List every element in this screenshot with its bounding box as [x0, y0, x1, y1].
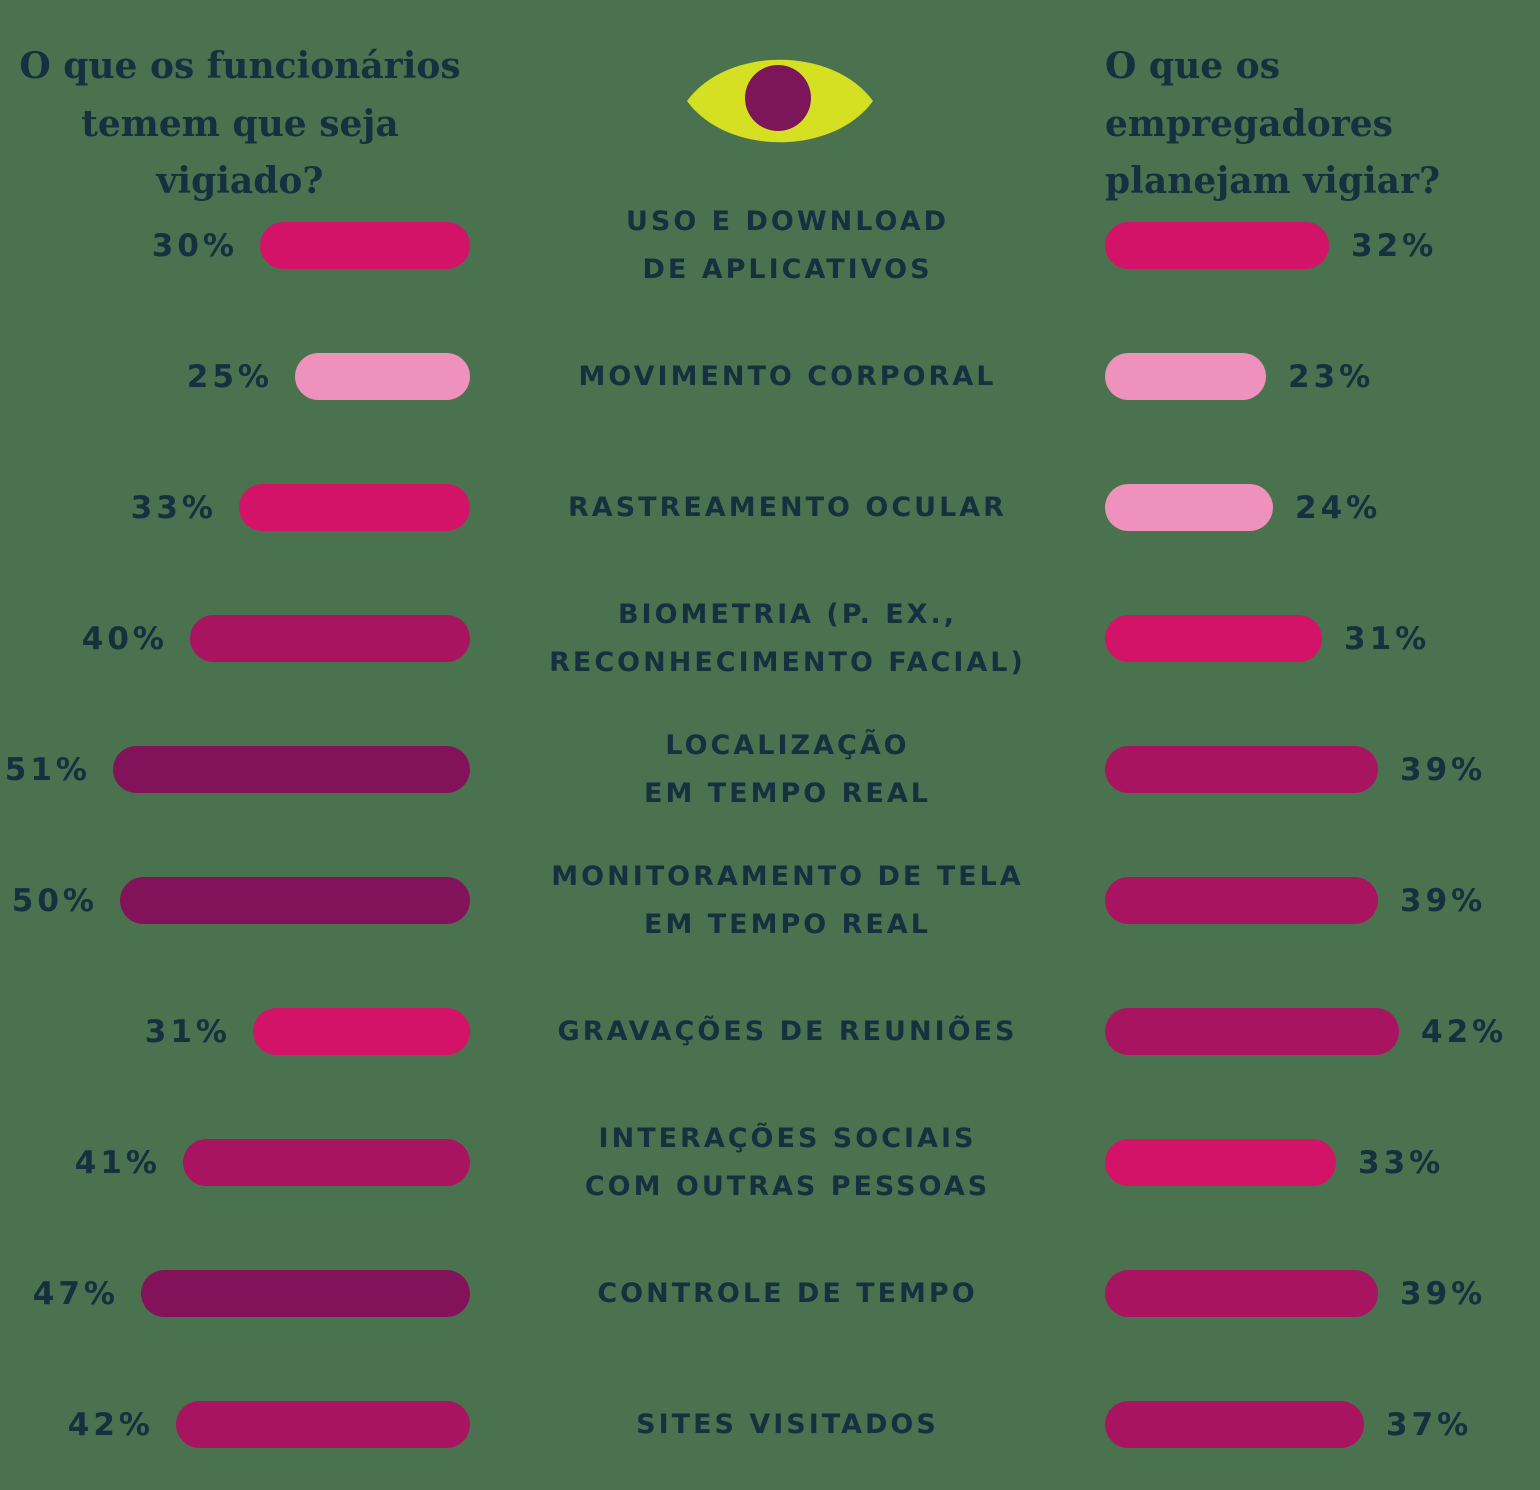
employees-value-label: 40%	[81, 620, 168, 657]
header: O que os funcionários temem que seja vig…	[0, 0, 1540, 202]
employers-bar-group: 32%	[1105, 222, 1540, 269]
employers-value-label: 42%	[1421, 1013, 1508, 1050]
employees-bar-group: 25%	[0, 353, 470, 400]
employers-bar-group: 39%	[1105, 1270, 1540, 1317]
chart-row: 33% RASTREAMENTO OCULAR 24%	[0, 442, 1540, 573]
employers-bar	[1105, 222, 1329, 269]
employers-bar	[1105, 353, 1266, 400]
employers-bar	[1105, 1270, 1378, 1317]
employers-bar	[1105, 1139, 1336, 1186]
employers-bar-group: 33%	[1105, 1139, 1540, 1186]
employees-bar-group: 51%	[0, 746, 470, 793]
eye-pupil	[745, 65, 811, 131]
chart-row: 50% MONITORAMENTO DE TELA EM TEMPO REAL …	[0, 835, 1540, 966]
category-label: USO E DOWNLOAD DE APLICATIVOS	[625, 206, 950, 285]
chart-row: 41% INTERAÇÕES SOCIAIS COM OUTRAS PESSOA…	[0, 1097, 1540, 1228]
employers-bar-group: 39%	[1105, 746, 1540, 793]
employees-bar	[253, 1008, 470, 1055]
employers-bar	[1105, 615, 1322, 662]
chart-row: 51% LOCALIZAÇÃO EM TEMPO REAL 39%	[0, 704, 1540, 835]
employees-bar	[113, 746, 470, 793]
employers-bar-group: 23%	[1105, 353, 1540, 400]
employees-value-label: 41%	[74, 1144, 161, 1181]
employees-bar-group: 50%	[0, 877, 470, 924]
chart-rows: 30% USO E DOWNLOAD DE APLICATIVOS 32% 25…	[0, 180, 1540, 1490]
employers-value-label: 39%	[1400, 1275, 1487, 1312]
employees-bar	[190, 615, 470, 662]
employers-value-label: 23%	[1288, 358, 1375, 395]
employers-value-label: 39%	[1400, 882, 1487, 919]
category-label: SITES VISITADOS	[636, 1408, 939, 1440]
category-label: RASTREAMENTO OCULAR	[568, 491, 1007, 523]
employees-value-label: 42%	[67, 1406, 154, 1443]
employers-bar	[1105, 746, 1378, 793]
right-column-title: O que os empregadores planejam vigiar?	[1105, 45, 1441, 203]
employers-bar-group: 39%	[1105, 877, 1540, 924]
employees-bar	[260, 222, 470, 269]
category-label: MOVIMENTO CORPORAL	[578, 360, 997, 392]
employers-bar-group: 42%	[1105, 1008, 1540, 1055]
employees-value-label: 50%	[11, 882, 98, 919]
eye-icon	[480, 38, 1080, 164]
category-label: BIOMETRIA (P. EX., RECONHECIMENTO FACIAL…	[549, 599, 1026, 678]
chart-row: 47% CONTROLE DE TEMPO 39%	[0, 1228, 1540, 1359]
employees-bar-group: 31%	[0, 1008, 470, 1055]
employees-value-label: 33%	[130, 489, 217, 526]
employers-value-label: 33%	[1358, 1144, 1445, 1181]
employees-bar-group: 30%	[0, 222, 470, 269]
employers-bar	[1105, 484, 1273, 531]
employees-value-label: 47%	[32, 1275, 119, 1312]
employees-bar	[239, 484, 470, 531]
employers-bar	[1105, 877, 1378, 924]
chart-row: 42% SITES VISITADOS 37%	[0, 1359, 1540, 1490]
chart-row: 30% USO E DOWNLOAD DE APLICATIVOS 32%	[0, 180, 1540, 311]
employees-bar	[295, 353, 470, 400]
employees-bar-group: 42%	[0, 1401, 470, 1448]
employees-bar	[141, 1270, 470, 1317]
employers-value-label: 32%	[1351, 227, 1438, 264]
employers-value-label: 31%	[1344, 620, 1431, 657]
employers-bar	[1105, 1008, 1399, 1055]
chart-row: 25% MOVIMENTO CORPORAL 23%	[0, 311, 1540, 442]
employees-bar-group: 40%	[0, 615, 470, 662]
employees-bar	[120, 877, 470, 924]
category-label: MONITORAMENTO DE TELA EM TEMPO REAL	[551, 861, 1024, 940]
employees-bar-group: 41%	[0, 1139, 470, 1186]
employees-value-label: 51%	[4, 751, 91, 788]
employees-value-label: 30%	[151, 227, 238, 264]
employers-bar-group: 24%	[1105, 484, 1540, 531]
employers-bar-group: 31%	[1105, 615, 1540, 662]
employees-value-label: 25%	[186, 358, 273, 395]
employees-bar	[183, 1139, 470, 1186]
chart-row: 40% BIOMETRIA (P. EX., RECONHECIMENTO FA…	[0, 573, 1540, 704]
category-label: INTERAÇÕES SOCIAIS COM OUTRAS PESSOAS	[584, 1123, 991, 1202]
employers-bar-group: 37%	[1105, 1401, 1540, 1448]
chart-row: 31% GRAVAÇÕES DE REUNIÕES 42%	[0, 966, 1540, 1097]
employees-bar	[176, 1401, 470, 1448]
category-label: GRAVAÇÕES DE REUNIÕES	[557, 1015, 1018, 1047]
employees-bar-group: 33%	[0, 484, 470, 531]
category-label: LOCALIZAÇÃO EM TEMPO REAL	[644, 730, 931, 809]
employers-value-label: 24%	[1295, 489, 1382, 526]
category-label: CONTROLE DE TEMPO	[597, 1277, 978, 1309]
left-column-title: O que os funcionários temem que seja vig…	[19, 45, 461, 203]
employees-value-label: 31%	[144, 1013, 231, 1050]
employers-value-label: 39%	[1400, 751, 1487, 788]
employers-value-label: 37%	[1386, 1406, 1473, 1443]
employers-bar	[1105, 1401, 1364, 1448]
employees-bar-group: 47%	[0, 1270, 470, 1317]
